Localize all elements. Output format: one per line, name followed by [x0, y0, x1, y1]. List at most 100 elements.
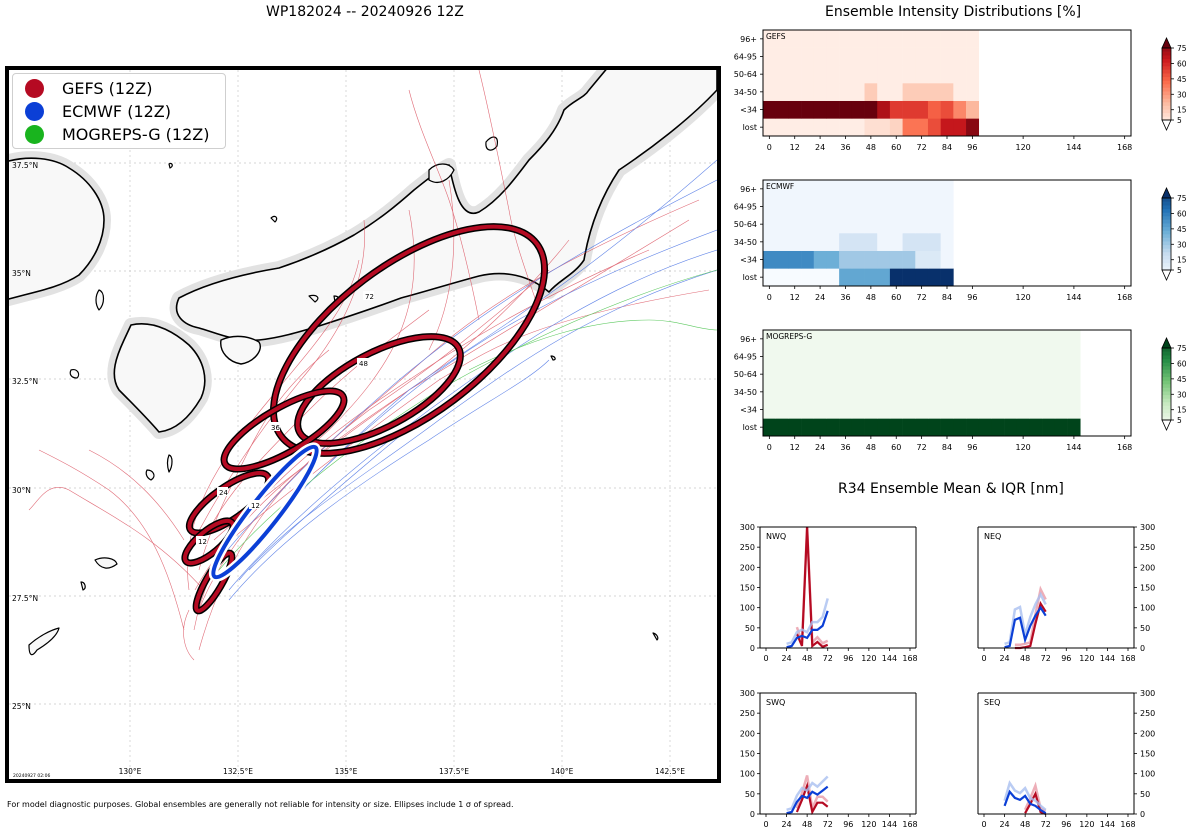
lon-label: 130°E	[119, 767, 142, 776]
heatmap-cell	[1042, 365, 1056, 384]
heatmap-cell	[877, 268, 891, 287]
r34-series-ecmwf	[786, 785, 829, 815]
heatmap-cell	[966, 330, 980, 348]
heatmap-cell	[902, 347, 916, 366]
heatmap-cell	[826, 268, 840, 287]
heatmap-cell	[775, 233, 789, 251]
heatmap-cell	[1004, 330, 1018, 348]
heatmap-xtick-label: 96	[967, 443, 977, 452]
legend-label: GEFS (12Z)	[62, 78, 153, 98]
heatmap-xtick-label: 144	[1066, 143, 1081, 152]
colorbar-tick-label: 75	[1177, 344, 1187, 353]
heatmap-cell	[927, 233, 941, 251]
heatmap-cell	[915, 30, 929, 48]
heatmap-xtick-label: 144	[1066, 443, 1081, 452]
heatmap-cell	[966, 118, 980, 137]
heatmap-cell	[940, 250, 954, 269]
heatmap-cell	[788, 250, 802, 269]
colorbar-segment	[1162, 391, 1171, 396]
heatmap-cell	[763, 400, 776, 419]
colorbar-segment	[1162, 55, 1171, 60]
heatmap-xtick-label: 0	[767, 143, 772, 152]
heatmap-cell	[801, 233, 815, 251]
colorbar-segment	[1162, 219, 1171, 224]
heatmap-cell	[1016, 365, 1030, 384]
legend-label: ECMWF (12Z)	[62, 101, 171, 121]
colorbar-segment	[1162, 348, 1171, 352]
r34-xtick-label: 96	[1061, 820, 1071, 829]
heatmap-cell	[991, 418, 1005, 437]
heatmap-cell	[940, 65, 954, 84]
heatmap-cell	[839, 330, 853, 348]
heatmap-cell	[1029, 330, 1043, 348]
heatmap-xtick-label: 72	[917, 293, 927, 302]
heatmap-cell	[1042, 418, 1056, 437]
colorbar-tick-label: 30	[1177, 90, 1187, 99]
lat-labels: 37.5°N 35°N 32.5°N 30°N 27.5°N 25°N	[12, 161, 38, 711]
lat-label: 30°N	[12, 486, 31, 495]
ellipse-label: 12	[251, 502, 260, 510]
r34-ytick-label: 50	[745, 790, 755, 799]
heatmap-cell	[889, 347, 903, 366]
heatmap-xtick-label: 120	[1015, 143, 1030, 152]
heatmap-cell	[839, 83, 853, 101]
heatmap-cell	[839, 118, 853, 137]
colorbar-tick-label: 5	[1177, 116, 1182, 125]
heatmap-cell	[966, 47, 980, 66]
heatmap-cell	[851, 418, 865, 437]
r34-panel-bg	[760, 527, 916, 648]
heatmap-cell	[927, 250, 941, 269]
heatmap-cell	[826, 365, 840, 384]
heatmap-cell	[953, 83, 967, 101]
heatmap-cell	[1054, 347, 1068, 366]
r34-xtick-label: 168	[902, 820, 917, 829]
heatmap-cell	[915, 100, 929, 119]
heatmap-cell	[915, 233, 929, 251]
heatmap-cell	[813, 65, 827, 84]
heatmap-cell	[940, 47, 954, 66]
r34-xtick-label: 120	[861, 654, 876, 663]
heatmap-cell	[1029, 383, 1043, 401]
r34-ytick-label: 300	[1140, 523, 1155, 532]
heatmap-cell	[801, 197, 815, 216]
r34-ytick-label: 100	[1140, 604, 1155, 613]
heatmap-cell	[839, 47, 853, 66]
r34-xtick-label: 24	[999, 654, 1009, 663]
heatmap-ytick-label: 50-64	[734, 220, 757, 229]
heatmap-ytick-label: 50-64	[734, 370, 757, 379]
map-timestamp: 20240927 02:06	[13, 773, 50, 779]
heatmap-cell	[788, 65, 802, 84]
colorbar-segment	[1162, 91, 1171, 96]
lat-label: 32.5°N	[12, 377, 38, 386]
heatmap-cell	[763, 47, 776, 66]
heatmap-cell	[801, 118, 815, 137]
heatmap-cell	[889, 83, 903, 101]
r34-xtick-label: 48	[802, 654, 812, 663]
heatmap-ytick-label: 64-95	[734, 353, 757, 362]
r34-ytick-label: 100	[1140, 770, 1155, 779]
heatmap-cell	[927, 100, 941, 119]
heatmap-cell	[851, 180, 865, 198]
heatmap-cell	[927, 400, 941, 419]
r34-xtick-label: 48	[1020, 820, 1030, 829]
heatmap-cell	[978, 347, 992, 366]
heatmap-cell	[839, 365, 853, 384]
colorbar-tick-label: 15	[1177, 106, 1187, 115]
colorbar-segment	[1162, 201, 1171, 206]
lon-labels: 130°E 132.5°E 135°E 137.5°E 140°E 142.5°…	[119, 767, 686, 776]
heatmap-cell	[813, 180, 827, 198]
heatmap-cell	[864, 30, 878, 48]
heatmap-ytick-label: 34-50	[734, 88, 757, 97]
heatmap-cell	[839, 215, 853, 234]
heatmap-xtick-label: 24	[815, 293, 825, 302]
r34-ytick-label: 150	[740, 750, 755, 759]
r34-ytick-label: 250	[1140, 543, 1155, 552]
heatmap-cell	[851, 215, 865, 234]
heatmap-ytick-label: <34	[740, 256, 757, 265]
gefs-ellipses	[181, 223, 549, 615]
heatmap-cell	[940, 100, 954, 119]
heatmap-cell	[927, 30, 941, 48]
colorbar-segment	[1162, 94, 1171, 99]
heatmap-cell	[1054, 400, 1068, 419]
r34-series-gefs	[1024, 790, 1047, 816]
